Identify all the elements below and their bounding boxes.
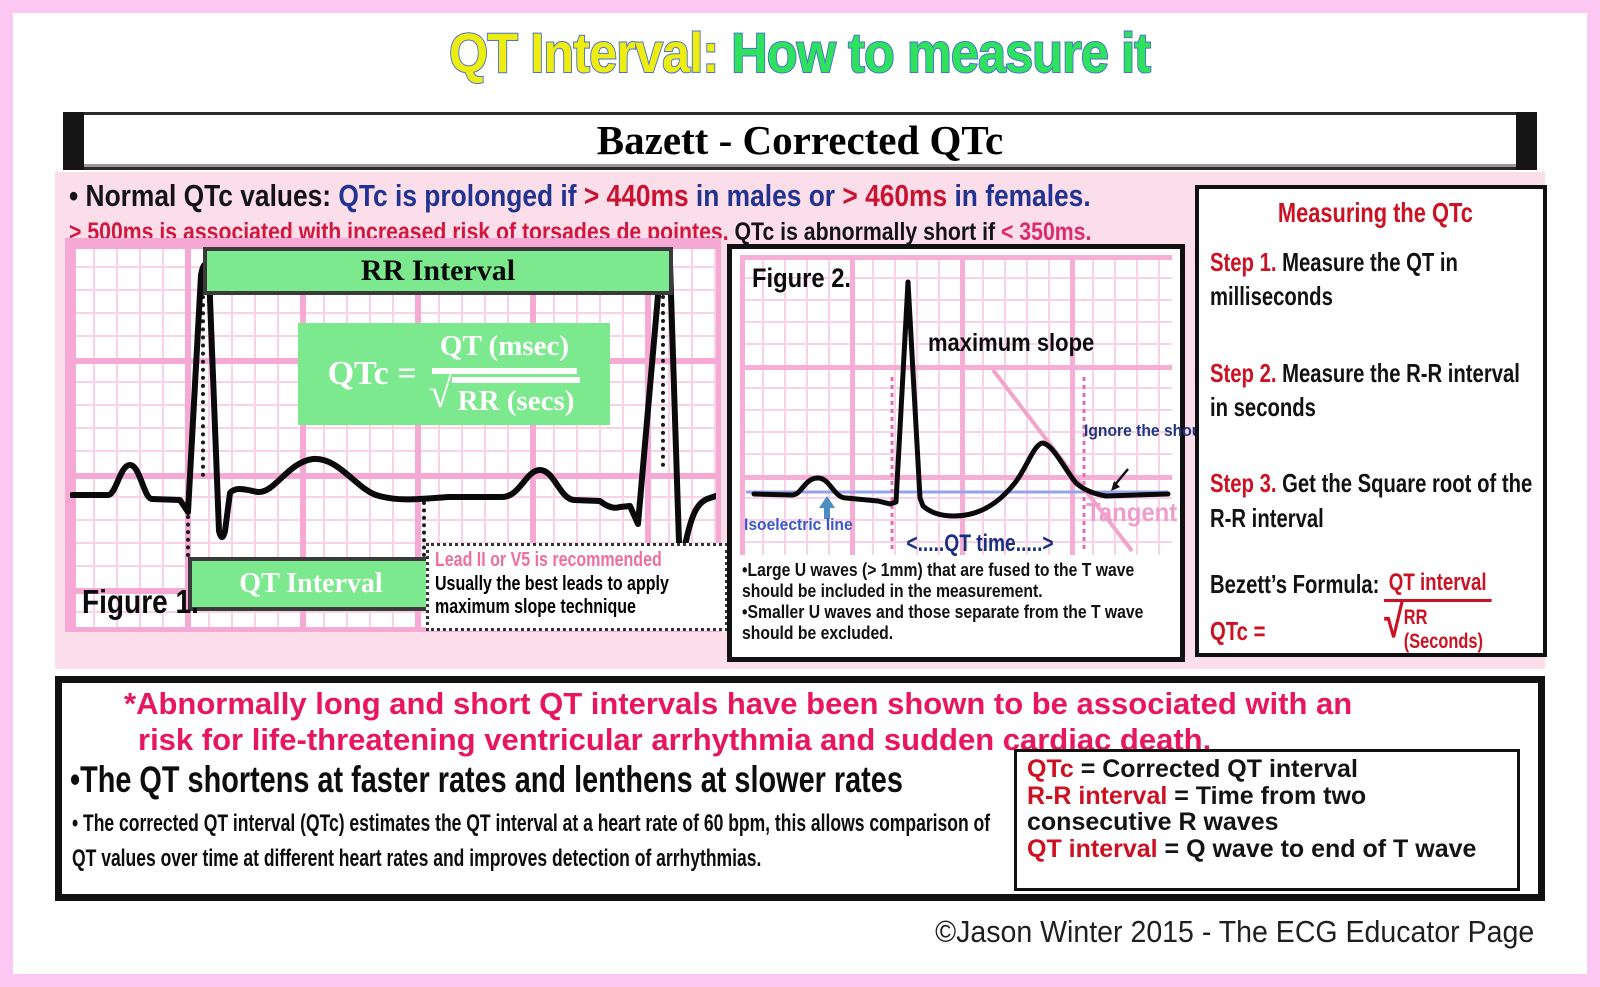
u-wave-note-2: •Smaller U waves and those separate from… <box>742 601 1144 644</box>
warning-line-1: *Abnormally long and short QT intervals … <box>124 686 1353 721</box>
lead-note-black-line: Usually the best leads to apply maximum … <box>435 572 669 619</box>
step-1: Step 1. Measure the QT in milliseconds <box>1210 245 1541 314</box>
def-rest-qt: = Q wave to end of T wave <box>1157 834 1477 863</box>
qt-time-label: <.....QT time.....> <box>906 530 1054 557</box>
u-wave-notes: •Large U waves (> 1mm) that are fused to… <box>742 559 1171 643</box>
title-part-yellow: QT Interval: <box>449 20 721 85</box>
bezett-formula-rr: RR <box>1403 605 1428 629</box>
formula-lhs: QTc = <box>327 355 417 392</box>
page-title: QT Interval: How to measure it <box>0 20 1600 85</box>
figure2-ecg-trace <box>746 279 1171 553</box>
u-wave-note-1: •Large U waves (> 1mm) that are fused to… <box>742 559 1135 602</box>
figure1-label: Figure 1. <box>82 583 199 620</box>
formula-denominator-text: RR (secs) <box>451 377 581 418</box>
qtc-explanation-point: • The corrected QT interval (QTc) estima… <box>72 810 991 872</box>
nv2-black: QTc is abnormally short if <box>734 218 1001 246</box>
step-3-text: Get the Square root of the R-R interval <box>1210 468 1533 533</box>
isoelectric-label: Isoelectric line <box>744 515 853 534</box>
maximum-slope-label: maximum slope <box>928 329 1095 357</box>
formula-fraction: QT (msec) √ RR (secs) <box>429 330 581 418</box>
qt-interval-bar: QT Interval <box>188 557 434 611</box>
content-panel: • Normal QTc values: QTc is prolonged if… <box>55 172 1547 669</box>
measuring-qtc-panel: Measuring the QTc Step 1. Measure the QT… <box>1195 185 1547 657</box>
qt-dotted-line-left <box>186 515 190 557</box>
nv1-red2: > 460ms <box>842 178 955 213</box>
bezett-formula-lhs: QTc = <box>1210 615 1266 646</box>
step-3-label: Step 3. <box>1210 468 1277 499</box>
figure2-label: Figure 2. <box>752 263 852 293</box>
normal-values-line1: • Normal QTc values: QTc is prolonged if… <box>69 178 1091 214</box>
def-term-qtc: QTc <box>1027 755 1074 783</box>
bezett-formula-seconds: (Seconds) <box>1403 630 1483 654</box>
header-endcap-right <box>1516 112 1537 170</box>
header-endcap-left <box>63 112 84 170</box>
def-rest-rr: = Time from two consecutive R waves <box>1027 781 1367 836</box>
formula-numerator: QT (msec) <box>431 330 578 374</box>
rr-interval-bar: RR Interval <box>203 247 673 295</box>
step-2-label: Step 2. <box>1210 357 1277 388</box>
step-1-text: Measure the QT in milliseconds <box>1210 247 1458 312</box>
def-term-rr: R-R interval <box>1027 781 1168 810</box>
nv1-red1: > 440ms <box>583 178 696 213</box>
bazett-header-text: Bazett - Corrected QTc <box>596 117 1004 163</box>
def-rest-qtc: = Corrected QT interval <box>1073 755 1358 783</box>
nv1-blue3: in females. <box>954 178 1091 213</box>
ignore-shoulder-label: Ignore the shoulder <box>1084 421 1230 440</box>
square-root-icon: √ <box>428 371 452 417</box>
def-term-qt: QT interval <box>1027 834 1158 863</box>
definitions-box: QTc = Corrected QT interval R-R interval… <box>1014 749 1520 891</box>
bottom-info-box: *Abnormally long and short QT intervals … <box>55 676 1545 901</box>
isoelectric-arrow-stem <box>824 508 830 519</box>
rr-dotted-line-left <box>201 287 205 477</box>
nv2-red2: < 350ms. <box>1000 218 1092 246</box>
bezett-formula-label: Bezett’s Formula: <box>1210 568 1380 599</box>
rr-interval-label: RR Interval <box>360 254 516 287</box>
formula-denominator: √ RR (secs) <box>428 371 581 418</box>
page-title-inner: QT Interval: How to measure it <box>449 20 1153 85</box>
tangent-label: Tangent <box>1086 497 1178 527</box>
figure2-ecg-grid <box>740 255 1172 555</box>
step-1-label: Step 1. <box>1210 247 1277 277</box>
rr-dotted-line-right <box>661 287 665 467</box>
lead-recommendation-note: Lead II or V5 is recommended Usually the… <box>426 543 728 631</box>
nv1-blue1: QTc is prolonged if <box>338 178 584 213</box>
ignore-shoulder-arrow <box>1113 468 1129 487</box>
qt-dotted-line-right <box>422 501 426 557</box>
lead-note-pink-line: Lead II or V5 is recommended <box>435 549 662 571</box>
qtc-formula-box: QTc = QT (msec) √ RR (secs) <box>298 323 610 425</box>
bezett-formula-numerator: QT interval <box>1384 569 1492 602</box>
bazett-header: Bazett - Corrected QTc <box>63 112 1537 170</box>
copyright-text: ©Jason Winter 2015 - The ECG Educator Pa… <box>934 914 1534 949</box>
title-part-green: How to measure it <box>718 20 1152 85</box>
isoelectric-arrow-icon <box>819 496 835 508</box>
figure1-ecg-grid: RR Interval QTc = QT (msec) √ RR (secs) … <box>65 238 728 632</box>
nv1-blue2: in males or <box>695 178 843 213</box>
square-root-icon: √ <box>1384 594 1404 647</box>
nv1-black: • Normal QTc values: <box>69 178 339 213</box>
step-2-text: Measure the R-R interval in seconds <box>1210 357 1520 422</box>
qt-rate-point: •The QT shortens at faster rates and len… <box>70 759 903 800</box>
step-2: Step 2. Measure the R-R interval in seco… <box>1210 356 1541 425</box>
bezett-formula: Bezett’s Formula: QTc = QT interval √ RR… <box>1210 569 1541 654</box>
step-3: Step 3. Get the Square root of the R-R i… <box>1210 466 1541 535</box>
figure2-box: Figure 2. maximum slope Ignore the shoul… <box>727 244 1230 662</box>
qt-interval-label: QT Interval <box>239 568 383 599</box>
measuring-panel-title: Measuring the QTc <box>1277 197 1473 228</box>
ignore-shoulder-arrowhead <box>1111 481 1120 491</box>
